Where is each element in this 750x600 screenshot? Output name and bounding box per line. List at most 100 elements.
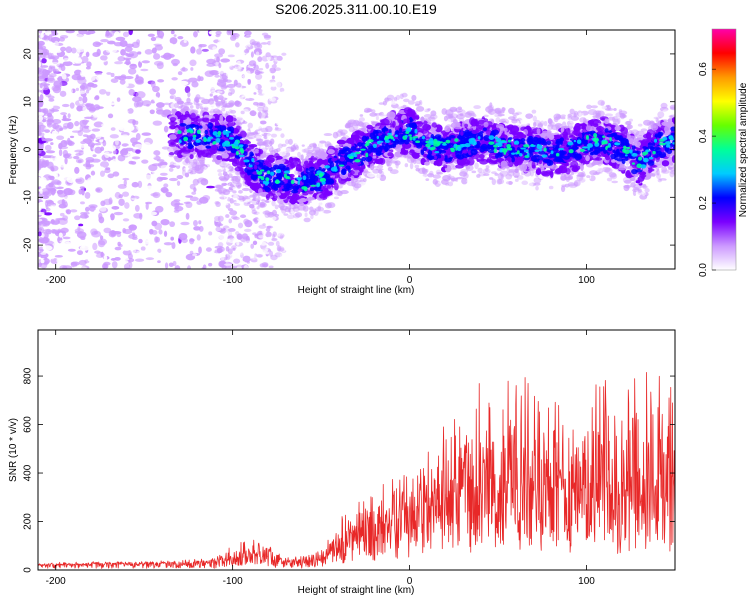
spectral-cell [251,209,257,215]
spectral-cell [101,123,111,128]
spectral-cell [163,242,173,246]
spectral-cell [318,142,323,149]
spectral-cell [232,193,239,196]
spectral-cell [590,105,598,109]
spectral-cell [578,112,584,118]
spectral-cell [253,197,257,202]
spectral-cell [364,107,372,113]
spectral-cell [165,191,173,198]
spectral-cell [501,107,506,112]
spectral-cell [91,128,101,132]
spectral-cell [154,44,163,51]
spectral-cell [561,119,567,123]
spectral-cell [181,54,187,58]
spectral-cell [198,225,204,232]
spectral-cell [131,197,137,201]
spectral-cell [61,73,67,80]
spectral-cell [68,140,75,147]
spectral-cell [107,40,116,45]
spectral-cell [246,46,250,53]
spectral-cell [199,258,205,265]
spectral-cell [38,130,42,137]
spectral-cell [240,52,245,56]
spectral-cell [100,146,105,152]
spectral-cell [521,110,526,117]
spectral-cell [137,51,142,55]
spectral-cell [115,36,126,42]
spectral-cell [78,142,88,148]
spectral-cell [66,155,73,159]
spectral-cell [374,174,379,179]
spectral-cell [484,168,489,172]
spectral-cell [547,124,556,127]
spectral-cell [660,102,668,109]
spectral-cell [265,62,270,69]
spectral-cell [567,116,572,120]
spectral-cell [218,246,225,252]
spectral-cell [171,77,178,81]
spectral-cell [276,81,281,88]
spectral-cell [250,51,254,58]
spectral-cell [457,106,463,111]
spectral-cell [372,168,380,174]
spectral-cell [133,101,139,108]
spectral-cell [131,156,141,160]
spectral-cell [236,240,240,246]
spectral-cell [183,101,193,106]
spectral-cell [164,81,171,86]
spectral-cell [358,117,365,122]
spectral-cell [50,52,54,58]
spectral-cell [56,257,65,265]
spectral-cell [203,106,209,111]
spectral-cell [90,193,99,201]
spectral-cell [59,212,65,217]
spectral-cell [197,97,205,100]
spectral-cell [114,31,120,39]
spectral-cell [508,181,513,186]
spectral-cell [250,243,255,249]
spectral-cell [340,132,346,136]
spectral-cell [192,178,199,186]
spectral-cell [87,257,98,263]
spectral-cell [158,229,163,235]
spectral-cell [75,178,82,183]
spectral-cell [174,265,181,269]
spectral-cell [302,205,309,212]
spectral-cell [95,72,103,76]
spectral-cell [440,178,449,185]
spectral-cell [473,105,481,110]
spectral-cell [459,113,464,117]
spectral-cell [257,106,265,112]
spectral-cell [191,253,198,257]
spectral-cell [119,167,130,173]
spectral-cell [67,113,71,119]
spectral-cell [272,233,276,239]
spectral-cell [217,90,223,94]
spectral-cell [142,142,151,149]
spectral-cell [83,211,90,215]
spectral-cell [125,147,134,152]
spectral-cell [150,154,157,159]
spectral-cell [217,169,223,173]
spectral-cell [171,58,180,66]
spectral-cell [644,188,650,193]
spectral-cell [274,41,281,48]
spectral-cell [120,74,127,79]
spectral-cell [45,103,54,110]
spectral-cell [63,254,71,259]
spectral-cell [641,183,647,187]
spectral-cell [274,127,283,132]
spectral-cell [205,185,215,189]
spectral-cell [208,231,213,236]
spectral-cell [294,145,300,151]
spectral-cell [78,223,84,227]
spectral-cell [435,169,442,175]
spectral-cell [230,215,238,220]
spectral-cell [74,228,84,234]
spectral-cell [135,263,146,267]
spectral-cell [39,94,44,101]
spectral-cell [42,187,53,192]
spectral-cell [217,172,223,177]
spectral-cell [38,169,42,174]
